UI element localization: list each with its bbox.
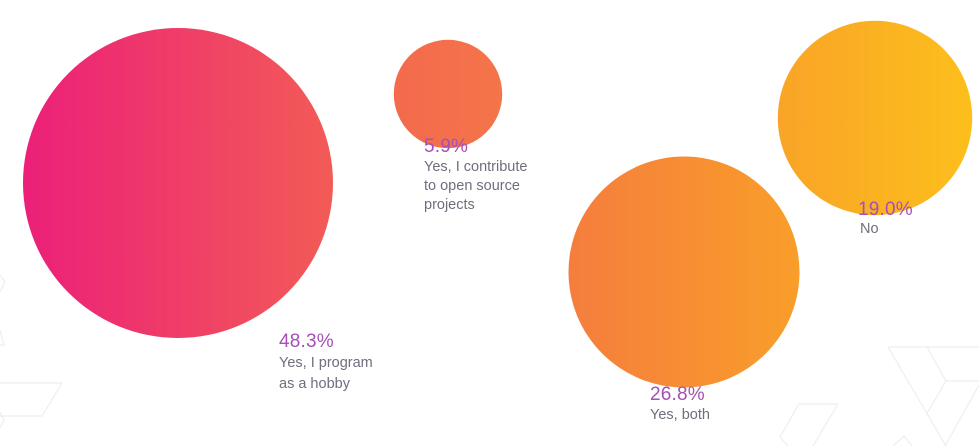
category-label: Yes, I program as a hobby [279, 355, 373, 392]
bg-line [892, 435, 913, 446]
bg-line [887, 346, 947, 446]
bg-line [779, 403, 838, 446]
label-hobby: 48.3% Yes, I program as a hobby [279, 331, 373, 395]
bubble-no [777, 20, 973, 216]
category-label: Yes, I contribute to open source project… [424, 159, 528, 213]
label-no: 19.0% No [858, 199, 913, 237]
bubble-hobby [23, 28, 333, 338]
bg-line [925, 380, 947, 416]
percent-label: 5.9% [424, 136, 469, 157]
bg-line [944, 384, 979, 446]
percent-label: 19.0% [858, 199, 913, 220]
bg-line [0, 411, 5, 429]
category-label: No [860, 221, 879, 237]
bg-line [0, 274, 6, 293]
bg-line [0, 329, 5, 346]
percent-label: 26.8% [650, 384, 705, 405]
bg-line [0, 382, 64, 417]
category-label: Yes, both [650, 407, 710, 423]
percent-label: 48.3% [279, 331, 334, 352]
label-both: 26.8% Yes, both [650, 384, 710, 424]
bubble-both [568, 156, 800, 388]
bg-line [812, 403, 839, 446]
label-open-source: 5.9% Yes, I contribute to open source pr… [424, 136, 527, 215]
bubble-open-source [393, 39, 503, 149]
